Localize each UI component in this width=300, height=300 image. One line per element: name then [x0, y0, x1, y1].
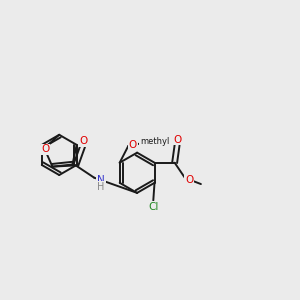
Text: Cl: Cl — [148, 202, 158, 212]
Text: N: N — [97, 175, 105, 184]
Text: O: O — [185, 175, 194, 185]
Text: H: H — [97, 182, 105, 192]
Text: O: O — [79, 136, 87, 146]
Text: O: O — [129, 140, 137, 150]
Text: methyl: methyl — [140, 136, 169, 146]
Text: O: O — [41, 145, 50, 154]
Text: O: O — [173, 135, 182, 145]
